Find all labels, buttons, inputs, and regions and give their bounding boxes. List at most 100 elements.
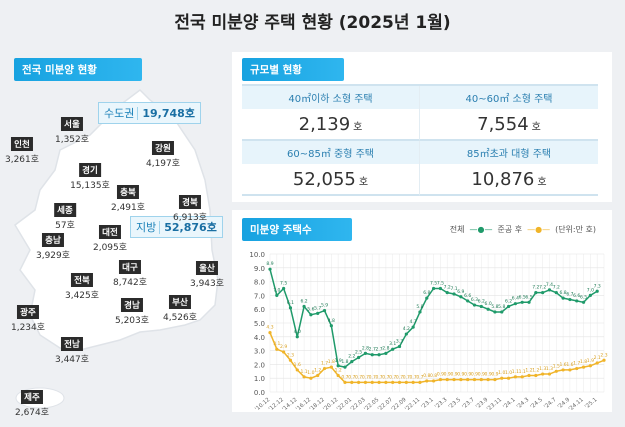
data-point bbox=[554, 291, 558, 295]
size-value: 2,139 bbox=[298, 114, 351, 135]
data-point bbox=[500, 310, 504, 314]
data-point bbox=[500, 376, 504, 380]
region-label: 대전 2,095호 bbox=[93, 220, 127, 253]
region-value: 15,135호 bbox=[70, 181, 110, 191]
size-unit: 호 bbox=[537, 177, 547, 188]
map-badge: 전국 미분양 현황 bbox=[14, 58, 142, 81]
y-tick-label: 10.0 bbox=[249, 251, 265, 259]
region-label: 전남 3,447호 bbox=[55, 332, 89, 365]
data-label: 5.8 bbox=[498, 304, 505, 310]
data-label: 2.8 bbox=[362, 345, 369, 351]
data-point bbox=[343, 380, 347, 384]
data-point bbox=[418, 310, 422, 314]
data-point bbox=[466, 299, 470, 303]
region-label: 대구 8,742호 bbox=[113, 255, 147, 288]
region-value: 1,352호 bbox=[54, 135, 90, 145]
region-name: 전북 bbox=[71, 273, 93, 287]
region-name: 대구 bbox=[119, 260, 141, 274]
data-point bbox=[322, 308, 327, 313]
data-point bbox=[275, 293, 279, 297]
data-label: 1.1 bbox=[512, 369, 519, 375]
data-point bbox=[363, 351, 368, 355]
size-cell: 40㎡이하 소형 주택 2,139 호 bbox=[242, 86, 420, 141]
x-tick-label: '22.11 bbox=[404, 397, 421, 412]
x-tick-label: '24.1 bbox=[502, 397, 516, 410]
data-label: 0.7 bbox=[410, 374, 417, 380]
data-point bbox=[459, 377, 463, 382]
data-label: 0.7 bbox=[341, 374, 348, 380]
y-tick-label: 7.0 bbox=[254, 292, 265, 300]
data-point bbox=[357, 380, 361, 384]
region-value: 4,526호 bbox=[162, 313, 198, 323]
data-point bbox=[384, 380, 388, 384]
data-label: 5.7 bbox=[314, 305, 321, 311]
data-point bbox=[534, 291, 538, 295]
data-point bbox=[322, 366, 327, 371]
size-value: 52,055 bbox=[292, 169, 356, 190]
data-point bbox=[513, 302, 517, 306]
region-name: 서울 bbox=[61, 117, 83, 131]
data-point bbox=[336, 364, 340, 368]
data-point bbox=[575, 366, 579, 371]
data-label: 1.1 bbox=[519, 369, 526, 375]
legend-completed-marker: —●— bbox=[527, 225, 551, 234]
data-point bbox=[493, 310, 497, 314]
data-point bbox=[377, 353, 381, 357]
region-name: 강원 bbox=[152, 141, 174, 155]
region-name: 전남 bbox=[61, 337, 83, 351]
data-label: 0.9 bbox=[485, 372, 492, 378]
data-label: 6.5 bbox=[580, 294, 587, 300]
data-label: 0.7 bbox=[369, 374, 376, 380]
data-point bbox=[316, 311, 320, 315]
data-label: 2.7 bbox=[375, 347, 382, 353]
data-point bbox=[506, 376, 511, 380]
data-label: 7.3 bbox=[594, 283, 601, 289]
data-label: 0.9 bbox=[457, 372, 464, 378]
region-value: 1,234호 bbox=[10, 323, 46, 333]
region-name: 대전 bbox=[99, 225, 121, 239]
size-value-row: 2,139 호 bbox=[242, 109, 419, 139]
size-label: 40~60㎡ 소형 주택 bbox=[420, 86, 598, 109]
data-label: 0.7 bbox=[362, 374, 369, 380]
data-label: 6.9 bbox=[457, 289, 464, 295]
size-value: 7,554 bbox=[477, 114, 529, 135]
data-point bbox=[431, 286, 436, 291]
data-label: 0.7 bbox=[355, 374, 362, 380]
region-name: 경북 bbox=[179, 195, 201, 209]
size-value-row: 52,055 호 bbox=[242, 164, 419, 194]
region-value: 2,095호 bbox=[92, 243, 128, 253]
data-point bbox=[486, 307, 490, 311]
x-tick-label: '23.3 bbox=[434, 397, 449, 411]
data-point bbox=[472, 377, 477, 382]
data-point bbox=[513, 375, 517, 379]
region-name: 세종 bbox=[54, 203, 76, 217]
data-point bbox=[309, 376, 313, 380]
y-tick-label: 2.0 bbox=[254, 361, 265, 369]
data-point bbox=[493, 377, 497, 382]
data-label: 5.8 bbox=[491, 304, 498, 310]
data-point bbox=[411, 380, 415, 384]
data-point bbox=[581, 300, 586, 304]
data-label: 7.1 bbox=[450, 286, 457, 292]
data-point bbox=[445, 377, 449, 382]
data-label: 4.2 bbox=[403, 326, 410, 332]
data-point bbox=[282, 350, 286, 354]
data-label: 6.8 bbox=[560, 290, 567, 296]
data-label: 0.7 bbox=[348, 374, 355, 380]
region-value: 5,203호 bbox=[114, 316, 150, 326]
data-label: 1.9 bbox=[335, 358, 342, 364]
data-label: 3.1 bbox=[273, 341, 280, 347]
size-unit: 호 bbox=[353, 122, 363, 133]
data-label: 7.0 bbox=[273, 287, 280, 293]
data-point bbox=[595, 361, 599, 365]
data-point bbox=[568, 368, 572, 372]
data-point bbox=[295, 335, 299, 339]
region-value: 3,261호 bbox=[4, 155, 40, 165]
data-point bbox=[438, 377, 443, 382]
region-value: 3,943호 bbox=[189, 279, 225, 289]
data-point bbox=[527, 300, 531, 304]
data-label: 6.7 bbox=[566, 292, 573, 298]
data-label: 2.2 bbox=[348, 354, 355, 360]
x-tick-label: '24.11 bbox=[568, 397, 585, 412]
map-panel: 전국 미분양 현황 수도권 19,748호 지방 52,876호 서울 1,352호 인… bbox=[0, 50, 230, 427]
